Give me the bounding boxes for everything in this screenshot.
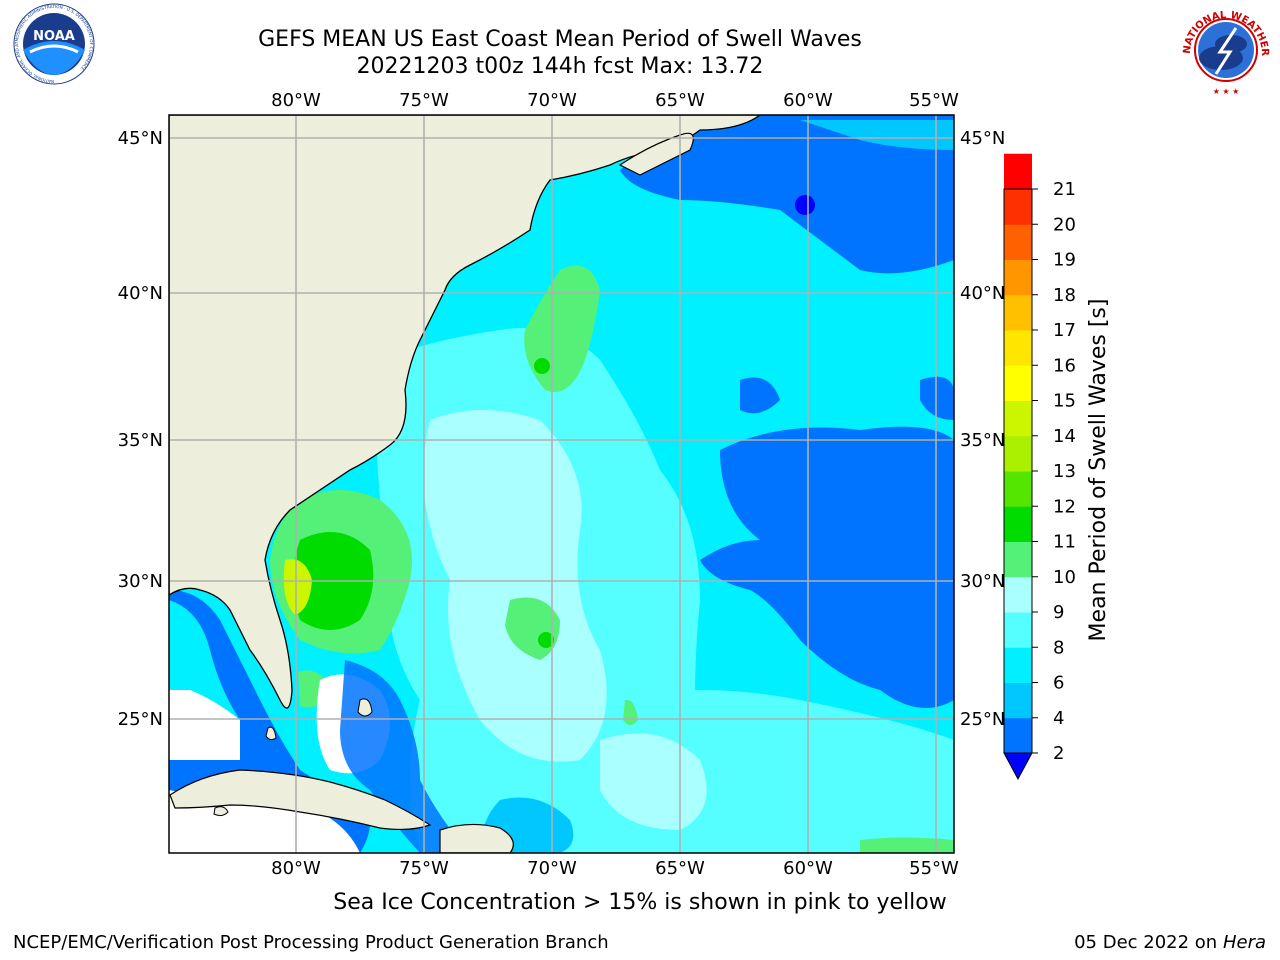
lon-tick-top: 80°W: [271, 90, 321, 111]
lat-ticks-right: 45°N 40°N 35°N 30°N 25°N: [960, 128, 1005, 730]
chart-subtitle: 20221203 t00z 144h fcst Max: 13.72: [356, 54, 764, 79]
swell-field-blue-ne: [620, 115, 954, 274]
colorbar-tick-label: 4: [1053, 708, 1064, 729]
colorbar-ticks: 2 4 6 8 9 10 11 12 13 14 15 16 17 18 19 20 21: [1032, 179, 1076, 764]
colorbar-label: Mean Period of Swell Waves [s]: [1086, 299, 1111, 642]
lat-tick-left: 25°N: [118, 709, 163, 730]
colorbar-tick-label: 15: [1053, 391, 1076, 412]
colorbar-segment: [1004, 330, 1032, 366]
colorbar-tick-label: 9: [1053, 602, 1064, 623]
lon-ticks-bottom: 80°W 75°W 70°W 65°W 60°W 55°W: [271, 858, 959, 879]
land-north-america: [169, 115, 762, 709]
swell-field-blue-east: [700, 426, 954, 708]
colorbar-segment: [1004, 259, 1032, 296]
colorbar-segment: [1004, 365, 1032, 401]
svg-text:★ ★ ★: ★ ★ ★: [1213, 87, 1240, 96]
colorbar-segment: [1004, 576, 1032, 613]
land-bahamas: [357, 698, 373, 717]
lon-tick-bottom: 70°W: [527, 858, 577, 879]
lon-tick-bottom: 75°W: [399, 858, 449, 879]
sea-ice-note: Sea Ice Concentration > 15% is shown in …: [333, 890, 947, 915]
lon-tick-top: 70°W: [527, 90, 577, 111]
lon-tick-bottom: 80°W: [271, 858, 321, 879]
chart-title: GEFS MEAN US East Coast Mean Period of S…: [258, 27, 862, 52]
lon-tick-top: 55°W: [909, 90, 959, 111]
colorbar-tick-label: 11: [1053, 532, 1076, 553]
colorbar-tick-label: 8: [1053, 637, 1064, 658]
lat-tick-right: 25°N: [960, 709, 1005, 730]
footer-date-text: 05 Dec 2022 on: [1074, 932, 1218, 953]
colorbar-segment: [1004, 153, 1032, 190]
lat-tick-left: 45°N: [118, 128, 163, 149]
colorbar-segment: [1004, 612, 1032, 648]
lat-tick-left: 35°N: [118, 430, 163, 451]
swell-field-blue-bahamas: [340, 660, 470, 853]
colorbar-tick-label: 21: [1053, 179, 1076, 200]
footer-credit: NCEP/EMC/Verification Post Processing Pr…: [13, 932, 609, 953]
no-data-gulf: [169, 690, 240, 760]
colorbar-segment: [1004, 189, 1032, 225]
swell-field-blue-east-3: [920, 376, 954, 420]
colorbar-tick-label: 10: [1053, 567, 1076, 588]
lon-tick-bottom: 65°W: [655, 858, 705, 879]
noaa-logo-text: NOAA: [33, 29, 75, 44]
swell-field-yellow-florida: [283, 559, 312, 615]
swell-field-green-se: [860, 837, 954, 853]
lat-tick-left: 30°N: [118, 571, 163, 592]
colorbar-tick-label: 6: [1053, 673, 1064, 694]
colorbar-tick-label: 13: [1053, 461, 1076, 482]
footer-date: 05 Dec 2022 on Hera: [1074, 932, 1266, 953]
map-plot-area: [169, 115, 954, 853]
colorbar-segment: [1004, 682, 1032, 719]
lon-tick-bottom: 60°W: [783, 858, 833, 879]
lon-ticks-top: 80°W 75°W 70°W 65°W 60°W 55°W: [271, 90, 959, 111]
colorbar-segment: [1004, 717, 1032, 754]
colorbar-segment: [1004, 471, 1032, 507]
colorbar-under-arrow: [1003, 752, 1033, 781]
colorbar-segment: [1004, 400, 1032, 437]
colorbar-tick-label: 18: [1053, 285, 1076, 306]
footer-host: Hera: [1222, 932, 1266, 953]
lat-tick-right: 40°N: [960, 283, 1005, 304]
lat-ticks-left: 45°N 40°N 35°N 30°N 25°N: [118, 128, 163, 730]
swell-field-blue-ne-2: [800, 120, 954, 150]
lat-tick-right: 30°N: [960, 571, 1005, 592]
colorbar-segment: [1004, 224, 1032, 260]
colorbar-tick-label: 16: [1053, 355, 1076, 376]
nws-logo: NATIONAL WEATHER SERVICE ★ ★ ★: [1176, 2, 1271, 96]
lat-tick-right: 45°N: [960, 128, 1005, 149]
lon-tick-top: 75°W: [399, 90, 449, 111]
colorbar-tick-label: 17: [1053, 320, 1076, 341]
colorbar-tick-label: 12: [1053, 496, 1076, 517]
colorbar-tick-label: 19: [1053, 250, 1076, 271]
gridlines: [169, 115, 954, 853]
swell-field-blue-east-2: [740, 377, 780, 414]
colorbar-segment: [1004, 294, 1032, 331]
land-hispaniola: [439, 823, 514, 853]
map-frame: [168, 114, 955, 854]
lon-tick-bottom: 55°W: [909, 858, 959, 879]
colorbar-tick-label: 2: [1053, 743, 1064, 764]
lat-tick-left: 40°N: [118, 283, 163, 304]
lon-tick-top: 65°W: [655, 90, 705, 111]
swell-min-ne: [795, 195, 815, 215]
lon-tick-top: 60°W: [783, 90, 833, 111]
colorbar-segment: [1004, 647, 1032, 683]
colorbar-tick-label: 20: [1053, 214, 1076, 235]
colorbar-segment: [1004, 506, 1032, 542]
lat-tick-right: 35°N: [960, 430, 1005, 451]
land-cuba: [169, 769, 432, 831]
land-nova-scotia: [618, 132, 694, 176]
noaa-logo: NOAA NATIONAL OCEANIC AND ATMOSPHERIC AD…: [13, 3, 95, 85]
swell-field-pale: [423, 410, 607, 762]
colorbar-segment: [1004, 541, 1032, 578]
colorbar: [1003, 153, 1033, 781]
colorbar-tick-label: 14: [1053, 426, 1076, 447]
colorbar-segment: [1004, 435, 1032, 472]
